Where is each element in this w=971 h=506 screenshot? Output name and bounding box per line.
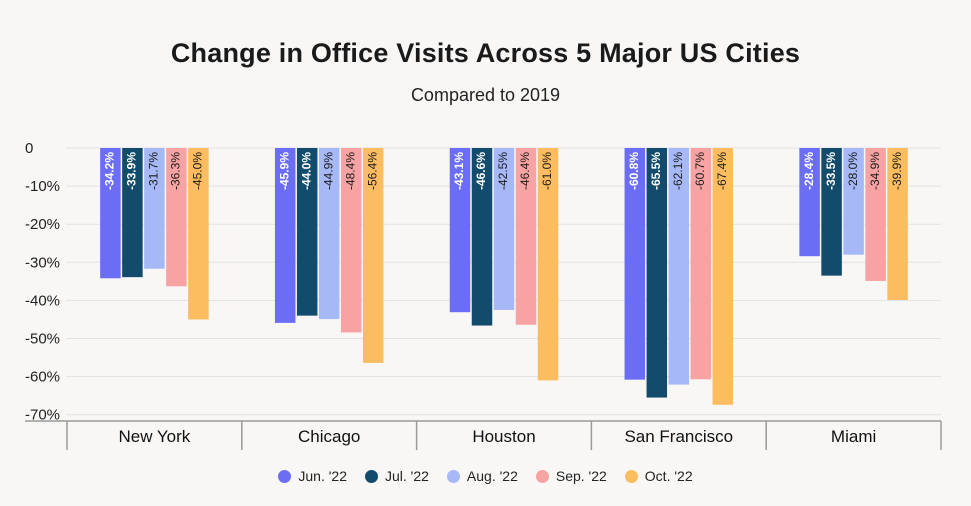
data-label: -65.5% bbox=[649, 152, 663, 190]
bar bbox=[100, 148, 121, 279]
data-label: -61.0% bbox=[540, 152, 554, 190]
bar bbox=[274, 148, 296, 323]
bar bbox=[646, 148, 668, 398]
legend-item: Jun. '22 bbox=[278, 468, 347, 484]
legend-label: Oct. '22 bbox=[644, 468, 693, 484]
data-label: -33.9% bbox=[125, 152, 139, 190]
data-label: -45.9% bbox=[277, 152, 291, 190]
bar bbox=[318, 148, 340, 320]
bar bbox=[122, 148, 143, 278]
bar bbox=[887, 148, 908, 301]
legend-item: Oct. '22 bbox=[624, 468, 693, 484]
y-tick-label: 0 bbox=[25, 140, 33, 157]
bar bbox=[690, 148, 712, 380]
bar bbox=[166, 148, 187, 287]
legend-item: Sep. '22 bbox=[535, 468, 607, 484]
data-label: -33.5% bbox=[824, 152, 838, 190]
bar bbox=[537, 148, 559, 381]
legend-label: Jun. '22 bbox=[298, 468, 347, 484]
data-label: -67.4% bbox=[715, 152, 729, 190]
legend-label: Jul. '22 bbox=[385, 468, 429, 484]
y-tick-label: -60% bbox=[25, 369, 60, 386]
x-category-label: New York bbox=[118, 427, 190, 446]
data-label: -45.0% bbox=[191, 152, 205, 190]
bar bbox=[668, 148, 690, 385]
bar bbox=[362, 148, 384, 363]
legend-swatch bbox=[446, 469, 460, 483]
data-label: -39.9% bbox=[890, 152, 904, 190]
data-label: -34.9% bbox=[868, 152, 882, 190]
data-label: -60.8% bbox=[627, 152, 641, 190]
chart-title: Change in Office Visits Across 5 Major U… bbox=[170, 38, 801, 68]
bar bbox=[624, 148, 646, 380]
legend-swatch bbox=[278, 469, 292, 483]
bar bbox=[188, 148, 209, 320]
x-category-label: San Francisco bbox=[624, 427, 733, 446]
legend-item: Aug. '22 bbox=[446, 468, 518, 484]
bar bbox=[712, 148, 734, 405]
legend-item: Jul. '22 bbox=[365, 468, 429, 484]
chart-subtitle: Compared to 2019 bbox=[410, 85, 561, 105]
y-tick-label: -40% bbox=[25, 292, 60, 309]
y-tick-label: -20% bbox=[25, 216, 60, 233]
x-category-label: Houston bbox=[472, 427, 535, 446]
x-category-label: Chicago bbox=[298, 427, 360, 446]
data-label: -31.7% bbox=[147, 152, 161, 190]
data-label: -46.6% bbox=[474, 152, 488, 190]
legend-label: Sep. '22 bbox=[555, 468, 607, 484]
data-label: -36.3% bbox=[169, 152, 183, 190]
chart-legend: Jun. '22 Jul. '22 Aug. '22 Sep. '22 Oct. '22 bbox=[0, 468, 971, 484]
x-category-label: Miami bbox=[831, 427, 876, 446]
y-tick-label: -30% bbox=[25, 254, 60, 271]
bar bbox=[821, 148, 842, 276]
data-label: -48.4% bbox=[343, 152, 357, 190]
legend-swatch bbox=[624, 469, 638, 483]
data-label: -43.1% bbox=[452, 152, 466, 190]
bar bbox=[471, 148, 493, 326]
bar bbox=[515, 148, 537, 325]
data-label: -28.4% bbox=[802, 152, 816, 190]
data-label: -56.4% bbox=[365, 152, 379, 190]
data-label: -44.0% bbox=[299, 152, 313, 190]
legend-swatch bbox=[365, 469, 378, 483]
bar bbox=[865, 148, 886, 281]
legend-label: Aug. '22 bbox=[466, 468, 518, 484]
data-label: -34.2% bbox=[103, 152, 117, 190]
data-label: -62.1% bbox=[671, 152, 685, 190]
bar bbox=[340, 148, 362, 333]
data-label: -60.7% bbox=[693, 152, 707, 190]
y-tick-label: -50% bbox=[25, 331, 60, 348]
bar bbox=[296, 148, 318, 316]
bar bbox=[449, 148, 471, 313]
bar bbox=[493, 148, 515, 310]
bar bbox=[843, 148, 864, 255]
data-label: -28.0% bbox=[846, 152, 860, 190]
data-label: -42.5% bbox=[496, 152, 510, 190]
data-label: -46.4% bbox=[518, 152, 532, 190]
bar bbox=[799, 148, 820, 257]
y-tick-label: -70% bbox=[25, 407, 60, 424]
bar bbox=[144, 148, 165, 269]
y-tick-label: -10% bbox=[25, 178, 60, 195]
data-label: -44.9% bbox=[321, 152, 335, 190]
legend-swatch bbox=[535, 469, 549, 483]
